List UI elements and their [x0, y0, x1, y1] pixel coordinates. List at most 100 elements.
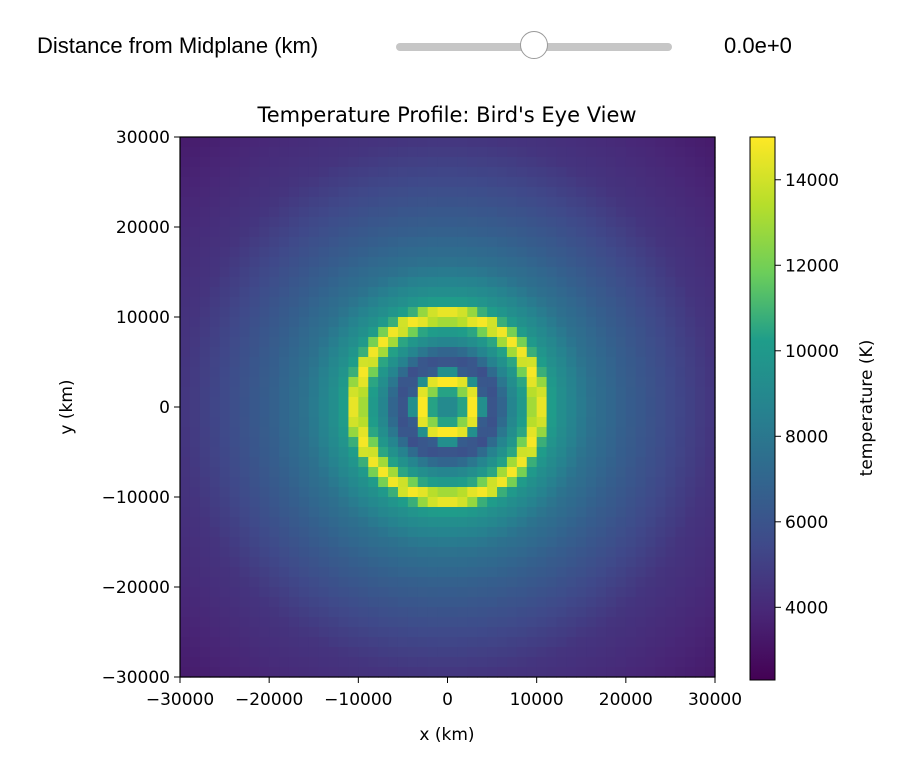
- heatmap-cell: [407, 317, 419, 328]
- heatmap-cell: [596, 237, 607, 248]
- heatmap-cell: [397, 337, 409, 348]
- heatmap-cell: [388, 147, 399, 158]
- heatmap-cell: [437, 507, 449, 518]
- heatmap-cell: [615, 217, 627, 228]
- heatmap-cell: [546, 557, 558, 568]
- heatmap-cell: [635, 547, 647, 558]
- heatmap-cell: [645, 427, 657, 438]
- heatmap-cell: [536, 427, 548, 438]
- heatmap-cell: [249, 197, 260, 208]
- heatmap-cell: [457, 647, 468, 658]
- heatmap-cell: [358, 567, 369, 578]
- heatmap-cell: [378, 147, 389, 158]
- midplane-distance-slider-handle[interactable]: [520, 31, 548, 59]
- heatmap-cell: [586, 277, 597, 288]
- heatmap-cell: [437, 157, 449, 168]
- heatmap-cell: [705, 227, 716, 238]
- heatmap-cell: [487, 347, 498, 358]
- heatmap-cell: [388, 487, 399, 498]
- heatmap-cell: [388, 657, 399, 668]
- heatmap-cell: [536, 247, 548, 258]
- heatmap-cell: [665, 217, 676, 228]
- heatmap-cell: [625, 357, 637, 368]
- heatmap-cell: [269, 287, 280, 298]
- heatmap-cell: [665, 417, 676, 428]
- heatmap-cell: [506, 467, 518, 478]
- heatmap-cell: [586, 487, 597, 498]
- heatmap-cell: [368, 187, 379, 198]
- heatmap-cell: [318, 297, 330, 308]
- heatmap-cell: [685, 467, 696, 478]
- heatmap-cell: [546, 507, 558, 518]
- heatmap-cell: [368, 157, 379, 168]
- heatmap-cell: [417, 577, 429, 588]
- heatmap-cell: [318, 437, 330, 448]
- heatmap-cell: [279, 197, 290, 208]
- heatmap-cell: [378, 577, 389, 588]
- heatmap-cell: [467, 227, 478, 238]
- heatmap-cell: [457, 417, 468, 428]
- heatmap-cell: [427, 437, 439, 448]
- heatmap-cell: [437, 587, 449, 598]
- heatmap-cell: [506, 647, 518, 658]
- heatmap-cell: [397, 137, 409, 148]
- heatmap-cell: [655, 207, 667, 218]
- heatmap-cell: [536, 577, 548, 588]
- heatmap-cell: [487, 537, 498, 548]
- heatmap-cell: [635, 467, 647, 478]
- heatmap-cell: [259, 167, 270, 178]
- heatmap-cell: [477, 157, 488, 168]
- heatmap-cell: [477, 247, 488, 258]
- heatmap-cell: [417, 227, 429, 238]
- heatmap-cell: [298, 337, 310, 348]
- heatmap-cell: [417, 507, 429, 518]
- heatmap-cell: [328, 347, 340, 358]
- heatmap-cell: [259, 267, 270, 278]
- heatmap-cell: [705, 327, 716, 338]
- heatmap-cell: [506, 257, 518, 268]
- heatmap-cell: [477, 337, 488, 348]
- heatmap-cell: [586, 387, 597, 398]
- heatmap-cell: [526, 567, 538, 578]
- heatmap-cell: [576, 417, 587, 428]
- heatmap-cell: [378, 497, 389, 508]
- heatmap-cell: [546, 607, 558, 618]
- heatmap-cell: [269, 327, 280, 338]
- heatmap-cell: [447, 667, 459, 678]
- heatmap-cell: [209, 587, 221, 598]
- heatmap-cell: [526, 477, 538, 488]
- heatmap-cell: [695, 307, 706, 318]
- heatmap-cell: [497, 647, 508, 658]
- heatmap-cell: [249, 247, 260, 258]
- heatmap-cell: [279, 137, 290, 148]
- heatmap-cell: [437, 177, 449, 188]
- heatmap-cell: [536, 587, 548, 598]
- heatmap-cell: [596, 157, 607, 168]
- heatmap-cell: [606, 137, 617, 148]
- heatmap-cell: [586, 137, 597, 148]
- heatmap-cell: [675, 417, 686, 428]
- heatmap-cell: [378, 447, 389, 458]
- heatmap-cell: [655, 587, 667, 598]
- heatmap-cell: [328, 177, 340, 188]
- heatmap-cell: [427, 637, 439, 648]
- heatmap-cell: [645, 537, 657, 548]
- heatmap-cell: [645, 647, 657, 658]
- heatmap-cell: [606, 227, 617, 238]
- heatmap-cell: [328, 437, 340, 448]
- heatmap-cell: [497, 397, 508, 408]
- heatmap-cell: [189, 467, 201, 478]
- heatmap-cell: [348, 597, 359, 608]
- heatmap-cell: [378, 267, 389, 278]
- heatmap-cell: [566, 437, 577, 448]
- heatmap-cell: [477, 637, 488, 648]
- heatmap-cell: [219, 337, 231, 348]
- heatmap-cell: [298, 597, 310, 608]
- heatmap-cell: [348, 367, 359, 378]
- heatmap-cell: [279, 257, 290, 268]
- heatmap-cell: [556, 197, 567, 208]
- heatmap-cell: [576, 167, 587, 178]
- heatmap-cell: [645, 237, 657, 248]
- heatmap-cell: [497, 147, 508, 158]
- heatmap-cell: [487, 577, 498, 588]
